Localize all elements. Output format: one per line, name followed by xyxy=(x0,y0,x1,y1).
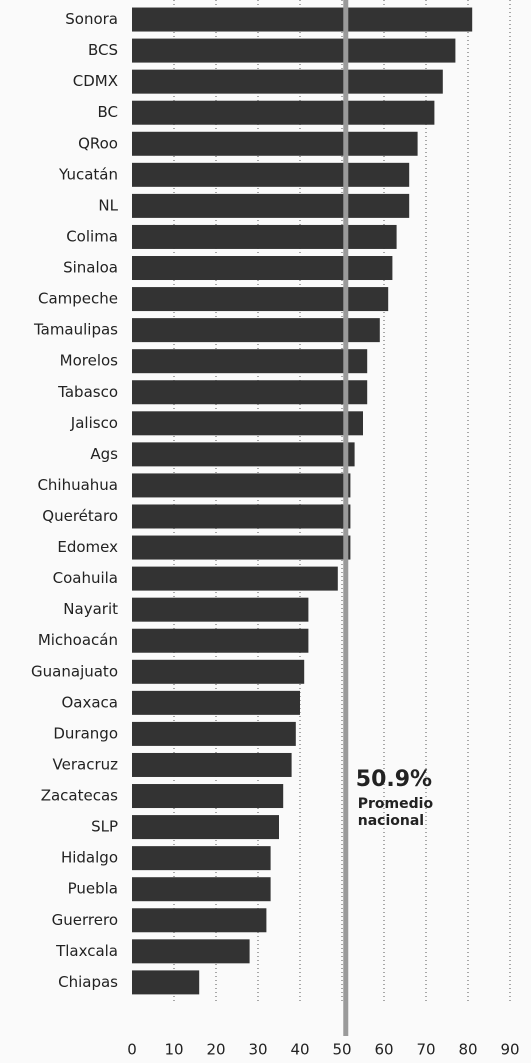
y-tick-label: SLP xyxy=(91,818,118,836)
y-tick-label: Durango xyxy=(53,724,118,742)
bar xyxy=(132,566,338,591)
y-tick-label: BC xyxy=(97,103,118,121)
bar xyxy=(132,628,309,653)
x-tick-label: 50 xyxy=(332,1041,351,1059)
y-tick-label: Chihuahua xyxy=(37,476,118,494)
y-tick-label: Michoacán xyxy=(38,631,118,649)
y-tick-label: Zacatecas xyxy=(41,787,118,805)
x-tick-label: 80 xyxy=(458,1041,477,1059)
y-tick-label: Jalisco xyxy=(70,414,118,432)
bar xyxy=(132,473,351,498)
y-tick-label: Puebla xyxy=(68,880,118,898)
y-tick-label: Querétaro xyxy=(42,507,118,525)
bar xyxy=(132,877,271,902)
bar xyxy=(132,380,368,405)
reference-text: Promedio xyxy=(358,796,434,812)
bar xyxy=(132,846,271,871)
bar xyxy=(132,970,200,995)
bar xyxy=(132,318,380,343)
bar xyxy=(132,7,473,32)
x-tick-label: 90 xyxy=(500,1041,519,1059)
y-tick-label: Coahuila xyxy=(53,569,118,587)
y-tick-label: BCS xyxy=(88,41,118,59)
bar xyxy=(132,442,355,467)
bar xyxy=(132,504,351,529)
bar xyxy=(132,908,267,933)
y-tick-label: Oaxaca xyxy=(61,693,118,711)
bar xyxy=(132,193,410,218)
bar xyxy=(132,131,418,156)
y-tick-label: CDMX xyxy=(73,72,118,90)
bar xyxy=(132,349,368,374)
y-tick-label: Yucatán xyxy=(58,165,118,183)
x-tick-label: 40 xyxy=(290,1041,309,1059)
bar xyxy=(132,535,351,560)
bar xyxy=(132,162,410,187)
x-tick-label: 0 xyxy=(127,1041,137,1059)
x-tick-label: 70 xyxy=(416,1041,435,1059)
y-tick-label: Nayarit xyxy=(63,600,118,618)
bar xyxy=(132,256,393,281)
y-tick-label: Sinaloa xyxy=(63,259,118,277)
bar xyxy=(132,597,309,622)
y-tick-label: Campeche xyxy=(38,290,118,308)
bar xyxy=(132,69,443,94)
bar xyxy=(132,287,389,312)
y-tick-label: Ags xyxy=(90,445,118,463)
y-tick-label: Veracruz xyxy=(53,755,119,773)
bar xyxy=(132,38,456,63)
x-tick-label: 20 xyxy=(206,1041,225,1059)
y-tick-label: Tlaxcala xyxy=(55,942,118,960)
y-tick-label: Guanajuato xyxy=(31,662,118,680)
y-tick-label: QRoo xyxy=(78,134,118,152)
y-tick-label: Chiapas xyxy=(58,973,118,991)
bar xyxy=(132,224,397,249)
bar xyxy=(132,939,250,964)
y-tick-label: Guerrero xyxy=(52,911,118,929)
bar xyxy=(132,784,284,809)
y-tick-label: Morelos xyxy=(60,352,119,370)
bar xyxy=(132,100,435,125)
bar xyxy=(132,411,363,436)
bar xyxy=(132,752,292,777)
y-tick-label: Sonora xyxy=(65,10,118,28)
bar xyxy=(132,721,296,746)
reference-text: nacional xyxy=(358,813,424,829)
y-tick-label: Tabasco xyxy=(57,383,118,401)
reference-value-label: 50.9% xyxy=(356,767,432,792)
x-tick-label: 30 xyxy=(248,1041,267,1059)
y-tick-label: Tamaulipas xyxy=(33,321,118,339)
bar xyxy=(132,815,279,840)
y-tick-label: Hidalgo xyxy=(61,849,118,867)
y-tick-label: NL xyxy=(98,196,118,214)
x-tick-label: 60 xyxy=(374,1041,393,1059)
x-tick-label: 10 xyxy=(164,1041,183,1059)
y-tick-label: Colima xyxy=(66,227,118,245)
y-tick-label: Edomex xyxy=(57,538,118,556)
bar xyxy=(132,659,305,684)
bar xyxy=(132,690,300,715)
